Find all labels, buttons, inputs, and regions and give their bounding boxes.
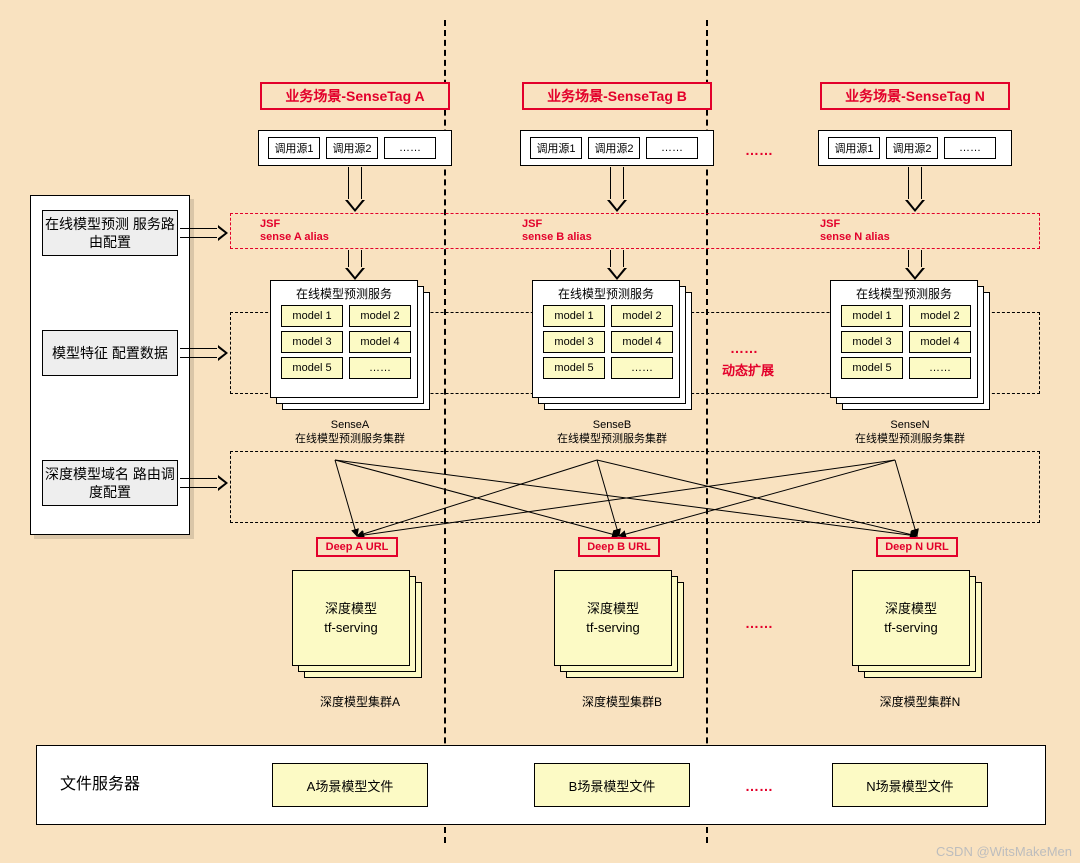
ellipsis-services: ……	[730, 340, 758, 356]
diagram-canvas: 在线模型预测 服务路由配置 模型特征 配置数据 深度模型域名 路由调度配置 业务…	[0, 0, 1080, 863]
sidebar-item-domain: 深度模型域名 路由调度配置	[42, 460, 178, 506]
model-grid-a: model 1 model 2 model 3 model 4 model 5 …	[277, 305, 411, 391]
deep-stack-n: 深度模型 tf-serving	[852, 570, 982, 680]
source-b-3: ……	[646, 137, 698, 159]
ellipsis-files: ……	[745, 778, 773, 794]
deep-url-n: Deep N URL	[876, 537, 958, 557]
file-b: B场景模型文件	[534, 763, 690, 807]
deep-cluster-n: 深度模型集群N	[830, 695, 1010, 711]
jsf-n: JSF sense N alias	[820, 218, 890, 244]
routing-strip	[230, 451, 1040, 523]
ellipsis-deep: ……	[745, 615, 773, 631]
sidebar-item-routing: 在线模型预测 服务路由配置	[42, 210, 178, 256]
source-n-1: 调用源1	[828, 137, 880, 159]
file-server-label: 文件服务器	[60, 770, 140, 794]
deep-url-a: Deep A URL	[316, 537, 398, 557]
tag-a: 业务场景-SenseTag A	[260, 82, 450, 110]
jsf-b: JSF sense B alias	[522, 218, 592, 244]
source-b-1: 调用源1	[530, 137, 582, 159]
service-stack-n: 在线模型预测服务 model 1 model 2 model 3 model 4…	[830, 280, 990, 410]
file-n: N场景模型文件	[832, 763, 988, 807]
file-a: A场景模型文件	[272, 763, 428, 807]
model-grid-n: model 1 model 2 model 3 model 4 model 5 …	[837, 305, 971, 391]
source-n-3: ……	[944, 137, 996, 159]
service-title-a: 在线模型预测服务	[275, 285, 413, 303]
cluster-a: SenseA 在线模型预测服务集群	[260, 418, 440, 447]
sidebar-item-feature: 模型特征 配置数据	[42, 330, 178, 376]
deep-cluster-a: 深度模型集群A	[270, 695, 450, 711]
arrow-n1	[905, 167, 925, 212]
deep-cluster-b: 深度模型集群B	[532, 695, 712, 711]
source-a-3: ……	[384, 137, 436, 159]
service-title-b: 在线模型预测服务	[537, 285, 675, 303]
arrow-n2	[905, 250, 925, 280]
service-stack-b: 在线模型预测服务 model 1 model 2 model 3 model 4…	[532, 280, 692, 410]
source-b-2: 调用源2	[588, 137, 640, 159]
source-a-1: 调用源1	[268, 137, 320, 159]
deep-stack-b: 深度模型 tf-serving	[554, 570, 684, 680]
service-stack-a: 在线模型预测服务 model 1 model 2 model 3 model 4…	[270, 280, 430, 410]
ellipsis-sources: ……	[745, 142, 773, 158]
source-a-2: 调用源2	[326, 137, 378, 159]
cluster-n: SenseN 在线模型预测服务集群	[820, 418, 1000, 447]
service-title-n: 在线模型预测服务	[835, 285, 973, 303]
arrow-sidebar-3	[180, 476, 228, 490]
arrow-b2	[607, 250, 627, 280]
deep-url-b: Deep B URL	[578, 537, 660, 557]
tag-n: 业务场景-SenseTag N	[820, 82, 1010, 110]
model-grid-b: model 1 model 2 model 3 model 4 model 5 …	[539, 305, 673, 391]
arrow-b1	[607, 167, 627, 212]
cluster-b: SenseB 在线模型预测服务集群	[522, 418, 702, 447]
arrow-sidebar-1	[180, 226, 228, 240]
tag-b: 业务场景-SenseTag B	[522, 82, 712, 110]
jsf-a: JSF sense A alias	[260, 218, 329, 244]
jsf-strip	[230, 213, 1040, 249]
arrow-sidebar-2	[180, 346, 228, 360]
deep-stack-a: 深度模型 tf-serving	[292, 570, 422, 680]
arrow-a1	[345, 167, 365, 212]
dynamic-label: 动态扩展	[722, 360, 774, 379]
watermark: CSDN @WitsMakeMen	[936, 844, 1072, 859]
source-n-2: 调用源2	[886, 137, 938, 159]
arrow-a2	[345, 250, 365, 280]
